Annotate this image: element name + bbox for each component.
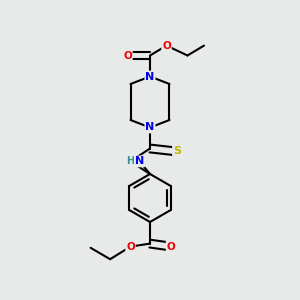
Text: S: S xyxy=(173,146,181,157)
Text: O: O xyxy=(162,40,171,51)
Text: O: O xyxy=(126,242,135,252)
Text: N: N xyxy=(146,71,154,82)
Text: N: N xyxy=(135,156,144,167)
Text: O: O xyxy=(167,242,176,252)
Text: O: O xyxy=(123,50,132,61)
Text: N: N xyxy=(146,122,154,133)
Text: H: H xyxy=(126,156,135,167)
